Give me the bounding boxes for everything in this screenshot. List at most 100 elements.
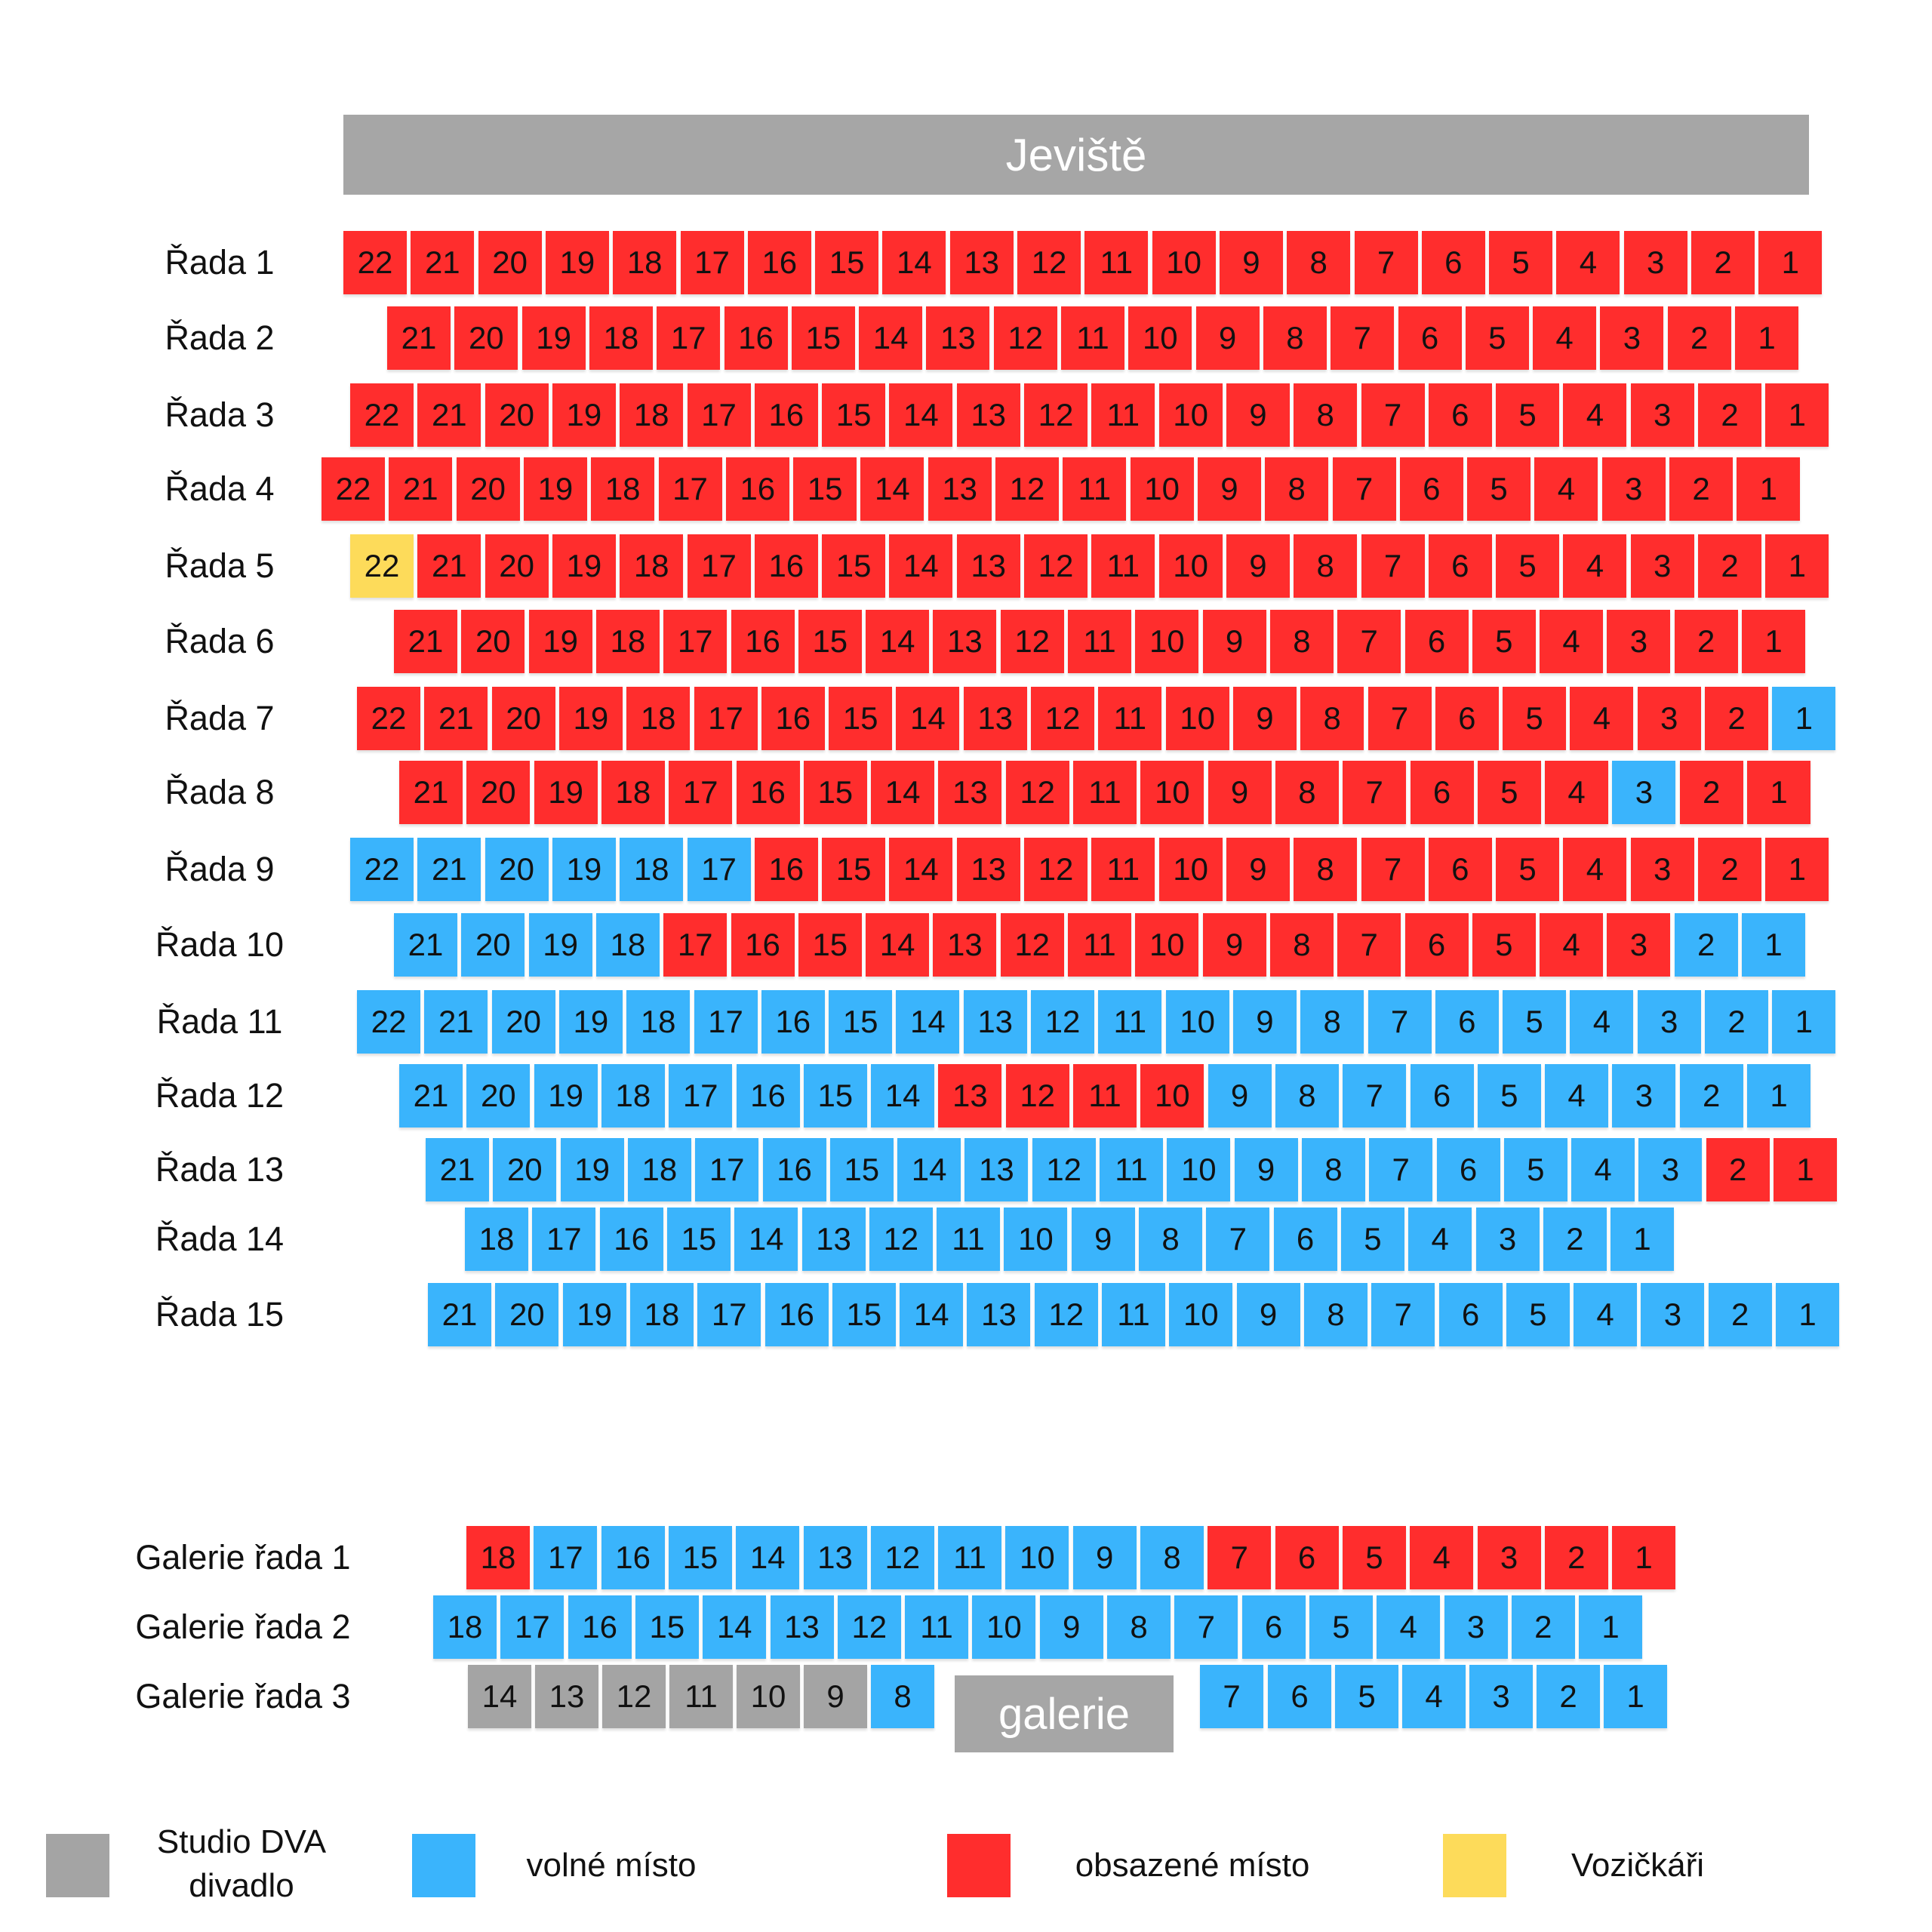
seat[interactable]: 2 (1679, 761, 1743, 824)
seat[interactable]: 21 (387, 306, 451, 370)
seat[interactable]: 10 (1135, 913, 1199, 977)
seat[interactable]: 5 (1503, 990, 1567, 1054)
seat[interactable]: 20 (456, 457, 520, 521)
seat[interactable]: 14 (871, 761, 935, 824)
seat[interactable]: 3 (1638, 1138, 1703, 1201)
seat[interactable]: 18 (627, 1138, 691, 1201)
seat[interactable]: 2 (1669, 457, 1733, 521)
gallery-seat[interactable]: 13 (770, 1595, 834, 1659)
seat[interactable]: 12 (993, 306, 1057, 370)
seat[interactable]: 12 (1031, 990, 1094, 1054)
seat[interactable]: 19 (552, 838, 616, 901)
seat[interactable]: 14 (896, 687, 960, 750)
seat[interactable]: 1 (1735, 306, 1798, 370)
seat[interactable]: 5 (1472, 610, 1536, 673)
seat[interactable]: 6 (1428, 838, 1492, 901)
seat[interactable]: 11 (1073, 761, 1137, 824)
seat[interactable]: 2 (1706, 1138, 1770, 1201)
seat[interactable]: 9 (1195, 306, 1260, 370)
seat[interactable]: 6 (1398, 306, 1462, 370)
seat[interactable]: 21 (389, 457, 453, 521)
seat[interactable]: 17 (694, 990, 758, 1054)
gallery-seat[interactable]: 12 (837, 1595, 901, 1659)
seat[interactable]: 9 (1226, 383, 1290, 447)
seat[interactable]: 21 (399, 1064, 463, 1128)
seat[interactable]: 7 (1361, 838, 1425, 901)
seat[interactable]: 15 (798, 610, 862, 673)
seat[interactable]: 2 (1698, 838, 1761, 901)
seat[interactable]: 20 (485, 383, 549, 447)
seat[interactable]: 4 (1563, 534, 1627, 598)
seat[interactable]: 4 (1540, 610, 1604, 673)
seat[interactable]: 7 (1337, 610, 1401, 673)
seat[interactable]: 11 (1102, 1283, 1165, 1346)
seat[interactable]: 10 (1158, 838, 1223, 901)
seat[interactable]: 19 (528, 610, 592, 673)
seat[interactable]: 1 (1765, 534, 1829, 598)
seat[interactable]: 15 (666, 1208, 731, 1271)
seat[interactable]: 10 (1152, 231, 1216, 294)
seat[interactable]: 1 (1772, 990, 1836, 1054)
seat[interactable]: 6 (1404, 913, 1469, 977)
gallery-seat[interactable]: 10 (737, 1665, 800, 1728)
seat[interactable]: 3 (1630, 383, 1694, 447)
seat[interactable]: 4 (1574, 1283, 1638, 1346)
seat[interactable]: 12 (1024, 383, 1088, 447)
seat[interactable]: 8 (1301, 1138, 1365, 1201)
gallery-seat[interactable]: 7 (1208, 1526, 1272, 1589)
gallery-seat[interactable]: 15 (635, 1595, 699, 1659)
seat[interactable]: 2 (1543, 1208, 1607, 1271)
seat[interactable]: 8 (1294, 383, 1358, 447)
seat[interactable]: 13 (956, 383, 1020, 447)
gallery-seat[interactable]: 12 (870, 1526, 934, 1589)
seat[interactable]: 17 (695, 1138, 759, 1201)
seat[interactable]: 4 (1545, 761, 1609, 824)
seat[interactable]: 1 (1742, 913, 1805, 977)
seat[interactable]: 19 (545, 231, 609, 294)
seat[interactable]: 18 (626, 990, 691, 1054)
seat[interactable]: 17 (657, 306, 721, 370)
seat[interactable]: 2 (1705, 990, 1768, 1054)
seat[interactable]: 4 (1534, 457, 1598, 521)
seat[interactable]: 19 (534, 761, 598, 824)
seat[interactable]: 11 (1100, 1138, 1163, 1201)
gallery-seat[interactable]: 7 (1174, 1595, 1238, 1659)
seat[interactable]: 2 (1667, 306, 1731, 370)
seat[interactable]: 10 (1140, 761, 1204, 824)
seat[interactable]: 2 (1698, 383, 1761, 447)
seat[interactable]: 13 (956, 838, 1020, 901)
seat[interactable]: 19 (562, 1283, 626, 1346)
seat[interactable]: 16 (731, 913, 795, 977)
seat[interactable]: 16 (762, 1138, 826, 1201)
seat[interactable]: 4 (1570, 990, 1634, 1054)
gallery-seat[interactable]: 9 (1072, 1526, 1137, 1589)
seat[interactable]: 14 (897, 1138, 961, 1201)
gallery-seat[interactable]: 8 (1140, 1526, 1204, 1589)
seat[interactable]: 13 (938, 761, 1002, 824)
seat[interactable]: 9 (1197, 457, 1261, 521)
seat[interactable]: 7 (1332, 457, 1396, 521)
gallery-seat[interactable]: 2 (1511, 1595, 1575, 1659)
seat[interactable]: 13 (964, 1138, 1029, 1201)
seat[interactable]: 2 (1674, 610, 1738, 673)
seat[interactable]: 16 (754, 383, 818, 447)
seat[interactable]: 8 (1275, 761, 1339, 824)
seat[interactable]: 12 (1017, 231, 1081, 294)
seat[interactable]: 12 (869, 1208, 933, 1271)
seat[interactable]: 18 (613, 231, 677, 294)
seat[interactable]: 16 (731, 610, 795, 673)
seat[interactable]: 7 (1369, 1138, 1433, 1201)
gallery-seat[interactable]: 8 (1107, 1595, 1171, 1659)
seat[interactable]: 10 (1167, 1138, 1231, 1201)
seat[interactable]: 13 (949, 231, 1014, 294)
gallery-seat[interactable]: 14 (468, 1665, 531, 1728)
seat[interactable]: 12 (1032, 1138, 1096, 1201)
seat[interactable]: 8 (1287, 231, 1351, 294)
seat[interactable]: 17 (663, 610, 728, 673)
gallery-seat[interactable]: 3 (1469, 1665, 1533, 1728)
seat[interactable]: 18 (589, 306, 653, 370)
gallery-seat[interactable]: 9 (1039, 1595, 1103, 1659)
seat[interactable]: 7 (1206, 1208, 1270, 1271)
seat[interactable]: 11 (1073, 1064, 1137, 1128)
seat[interactable]: 19 (534, 1064, 598, 1128)
